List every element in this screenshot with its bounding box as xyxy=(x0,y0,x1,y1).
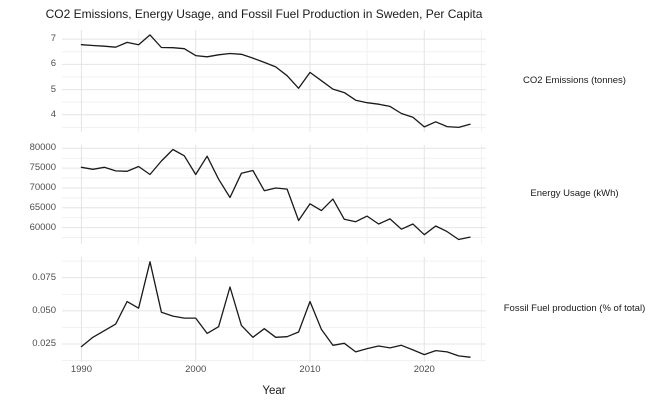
data-line-1 xyxy=(80,148,471,241)
y-tick-label: 5 xyxy=(50,83,56,95)
x-tick-label: 1990 xyxy=(70,364,92,375)
x-tick-label: 2000 xyxy=(185,364,207,375)
y-tick-label: 0.075 xyxy=(32,271,56,283)
x-axis-title: Year xyxy=(262,385,286,397)
x-tick-label: 2010 xyxy=(299,364,321,375)
data-line-0 xyxy=(80,34,471,129)
y-tick-label: 4 xyxy=(50,108,56,120)
strip-label-co2: CO2 Emissions (tonnes) xyxy=(523,75,626,86)
strip-label-energy: Energy Usage (kWh) xyxy=(530,188,619,199)
y-tick-label: 7 xyxy=(50,33,56,45)
y-tick-label: 80000 xyxy=(29,142,56,154)
y-tick-label: 70000 xyxy=(29,181,56,193)
data-line-2 xyxy=(80,261,471,358)
chart-title: CO2 Emissions, Energy Usage, and Fossil … xyxy=(45,7,483,21)
y-tick-label: 65000 xyxy=(29,201,56,213)
y-tick-label: 75000 xyxy=(29,162,56,174)
y-tick-label: 6 xyxy=(50,58,56,70)
y-tick-label: 0.025 xyxy=(32,337,56,349)
y-tick-label: 0.050 xyxy=(32,304,56,316)
x-tick-label: 2020 xyxy=(413,364,435,375)
strip-label-fossil: Fossil Fuel production (% of total) xyxy=(503,303,646,314)
y-tick-label: 60000 xyxy=(29,221,56,233)
